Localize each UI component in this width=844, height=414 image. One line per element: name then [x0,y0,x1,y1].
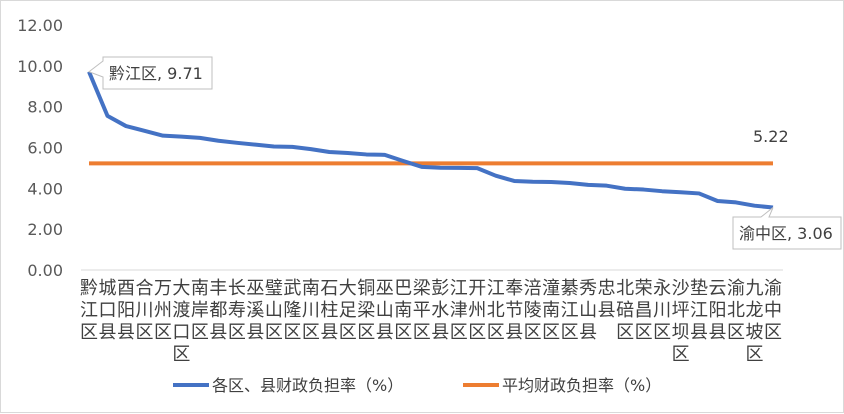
x-tick-label: 黔江区 [80,278,98,343]
y-tick-label: 8.00 [27,98,63,117]
callout-box-min [732,207,842,250]
x-tick-label: 巫山县 [376,278,394,343]
x-tick-label: 大足区 [339,278,357,343]
x-tick-label: 万州区 [154,278,172,343]
x-tick-label: 永川区 [653,278,671,343]
x-tick-label: 合川区 [135,278,153,343]
x-tick-label: 忠县 [598,278,616,321]
x-tick-label: 九龙坡区 [746,278,764,365]
x-tick-label: 秀山县 [579,278,597,343]
y-tick-label: 2.00 [27,220,63,239]
x-tick-label: 武隆区 [283,278,301,343]
x-tick-label: 彭水县 [431,278,449,343]
x-tick-label: 南川区 [302,278,320,343]
average-value-label: 5.22 [753,127,789,146]
x-tick-label: 铜梁区 [357,278,375,343]
x-tick-label: 大渡口区 [172,278,190,365]
x-tick-label: 云阳县 [709,278,727,343]
callout-label-min: 渝中区, 3.06 [739,224,833,243]
y-tick-label: 6.00 [27,139,63,158]
x-tick-label: 垫江县 [690,278,708,343]
x-tick-label: 江津区 [450,278,468,343]
x-tick-label: 北碚区 [616,278,634,343]
y-tick-label: 4.00 [27,179,63,198]
x-tick-label: 潼南区 [542,278,560,343]
x-tick-label: 奉节县 [505,278,523,343]
x-tick-label: 巴南区 [394,278,412,343]
x-tick-label: 涪陵区 [524,278,542,343]
x-tick-label: 綦江区 [561,278,579,343]
y-tick-label: 0.00 [27,261,63,280]
y-tick-label: 10.00 [17,57,63,76]
legend-label: 平均财政负担率（%） [502,376,661,395]
x-tick-label: 酉阳县 [117,278,135,343]
x-tick-label: 丰都县 [209,278,227,343]
callout-label-max: 黔江区, 9.71 [109,64,203,83]
x-tick-label: 江北区 [487,278,505,343]
x-axis: 黔江区城口县酉阳县合川区万州区大渡口区南岸区丰都县长寿区巫溪县璧山区武隆区南川区… [80,278,782,365]
x-tick-label: 荣昌区 [635,278,653,343]
x-tick-label: 渝中区 [764,278,782,343]
x-tick-label: 开州区 [468,278,486,343]
x-tick-label: 梁平区 [413,278,431,343]
x-tick-label: 城口县 [98,278,116,343]
y-axis: 0.00 2.00 4.00 6.00 8.00 10.00 12.00 [17,16,63,280]
y-tick-label: 12.00 [17,16,63,35]
x-tick-label: 璧山区 [265,278,283,343]
x-tick-label: 长寿区 [228,278,246,343]
x-tick-label: 巫溪县 [246,278,264,343]
x-tick-label: 南岸区 [191,278,209,343]
x-tick-label: 渝北区 [727,278,745,343]
callouts: 黔江区, 9.71 渝中区, 3.06 5.22 [87,56,842,250]
x-tick-label: 石柱县 [320,278,338,343]
legend: 各区、县财政负担率（%） 平均财政负担率（%） [173,376,661,395]
series-line-district [87,70,774,210]
x-tick-label: 沙坪坝区 [672,278,690,365]
callout-box-max [87,56,213,90]
legend-label: 各区、县财政负担率（%） [212,376,403,395]
